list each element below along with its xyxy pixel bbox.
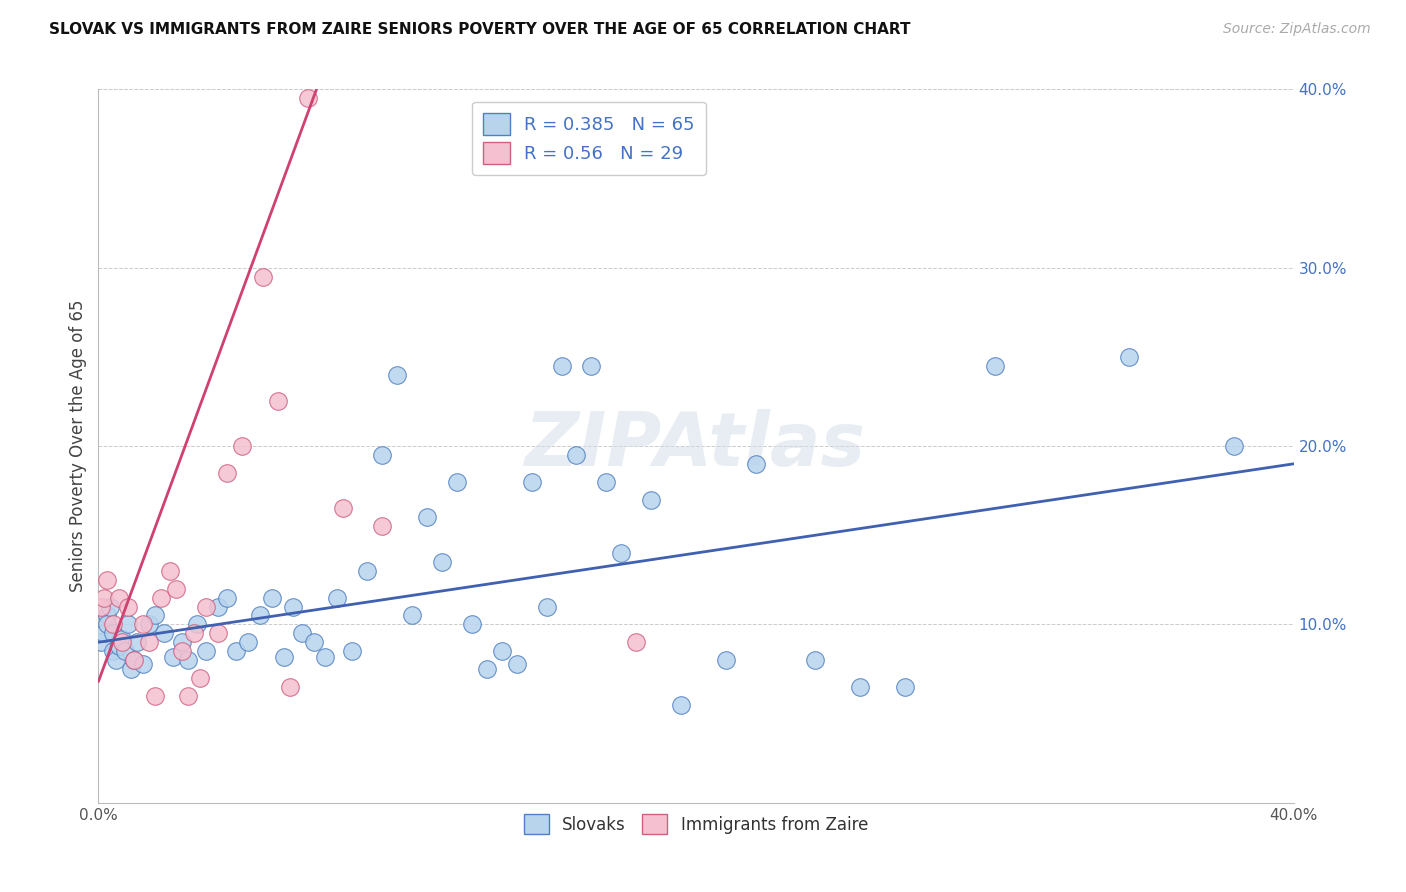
Text: ZIPAtlas: ZIPAtlas [526,409,866,483]
Point [98,599,122,614]
Point [640,492,662,507]
Point [108,591,131,605]
Point [143,689,166,703]
Point [550,359,572,373]
Point [195,644,218,658]
Point [315,649,337,664]
Point [132,657,155,671]
Point [103,644,125,658]
Point [342,644,364,658]
Point [506,657,529,671]
Point [278,680,301,694]
Point [172,644,194,658]
Point [475,662,498,676]
Point [138,617,160,632]
Point [105,653,128,667]
Point [114,644,136,658]
Point [581,359,603,373]
Point [231,439,253,453]
Point [143,608,166,623]
Point [215,466,238,480]
Point [183,626,205,640]
Point [610,546,633,560]
Point [714,653,737,667]
Point [103,626,125,640]
Point [302,635,325,649]
Point [326,591,349,605]
Point [215,591,238,605]
Point [273,649,295,664]
Point [804,653,827,667]
Point [124,653,146,667]
Point [177,653,200,667]
Point [150,591,173,605]
Point [225,644,247,658]
Point [332,501,354,516]
Point [416,510,439,524]
Point [96,608,118,623]
Point [260,591,283,605]
Point [356,564,378,578]
Point [117,599,139,614]
Point [536,599,558,614]
Point [291,626,314,640]
Point [124,653,146,667]
Point [103,617,125,632]
Point [371,519,394,533]
Point [849,680,872,694]
Point [401,608,423,623]
Point [120,662,142,676]
Point [117,617,139,632]
Point [153,626,176,640]
Point [177,689,200,703]
Point [90,599,112,614]
Point [111,632,134,646]
Text: Source: ZipAtlas.com: Source: ZipAtlas.com [1223,22,1371,37]
Point [132,617,155,632]
Point [195,599,218,614]
Point [894,680,917,694]
Point [186,617,208,632]
Point [297,91,319,105]
Point [430,555,453,569]
Point [138,635,160,649]
Point [172,635,194,649]
Point [984,359,1007,373]
Point [236,635,259,649]
Point [281,599,304,614]
Point [461,617,484,632]
Point [165,582,187,596]
Text: SLOVAK VS IMMIGRANTS FROM ZAIRE SENIORS POVERTY OVER THE AGE OF 65 CORRELATION C: SLOVAK VS IMMIGRANTS FROM ZAIRE SENIORS … [49,22,911,37]
Point [565,448,588,462]
Point [626,635,648,649]
Point [267,394,290,409]
Point [111,635,134,649]
Point [159,564,181,578]
Point [446,475,468,489]
Point [249,608,271,623]
Point [1223,439,1246,453]
Point [595,475,617,489]
Point [93,626,115,640]
Point [1118,350,1140,364]
Point [93,591,115,605]
Point [207,599,229,614]
Point [252,269,274,284]
Point [371,448,394,462]
Point [207,626,229,640]
Point [96,573,118,587]
Legend: Slovaks, Immigrants from Zaire: Slovaks, Immigrants from Zaire [513,804,879,845]
Point [108,639,131,653]
Point [491,644,513,658]
Point [90,635,112,649]
Point [188,671,211,685]
Point [520,475,543,489]
Point [162,649,184,664]
Point [127,635,149,649]
Y-axis label: Seniors Poverty Over the Age of 65: Seniors Poverty Over the Age of 65 [69,300,87,592]
Point [669,698,692,712]
Point [96,617,118,632]
Point [385,368,409,382]
Point [745,457,768,471]
